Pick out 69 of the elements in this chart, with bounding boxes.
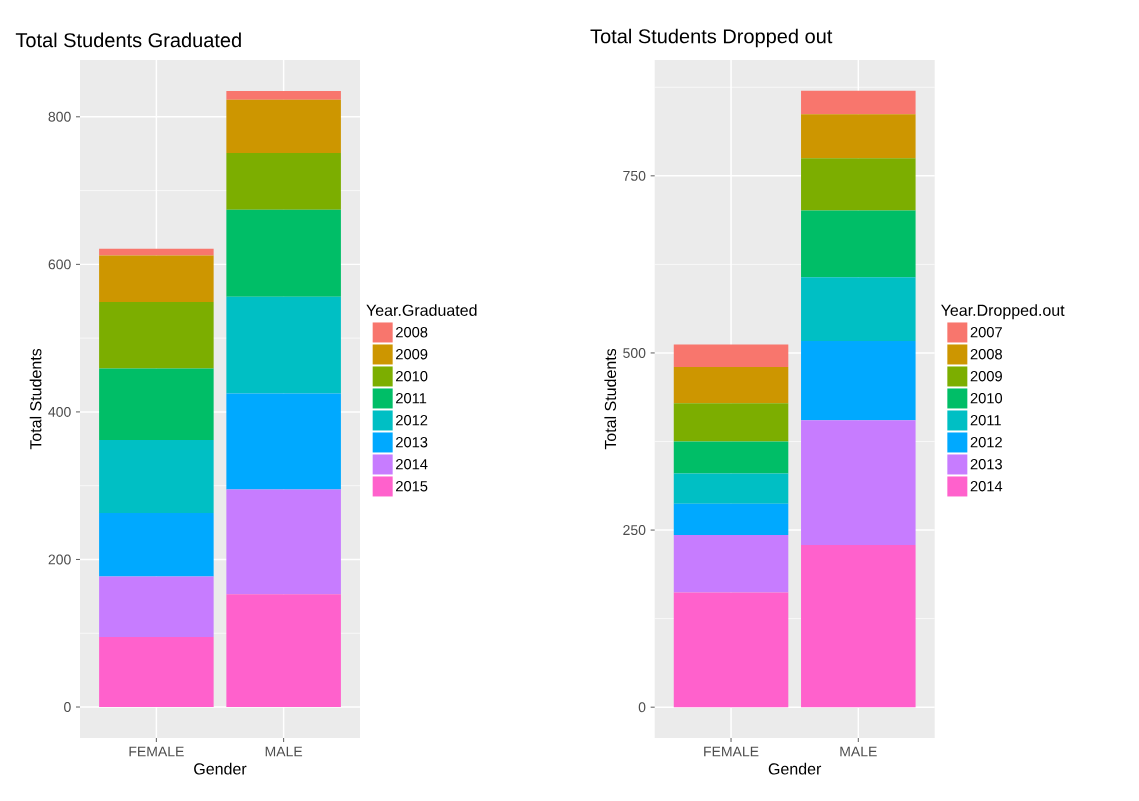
legend-label: 2014 xyxy=(396,459,428,470)
y-tick-label: 250 xyxy=(623,525,646,536)
y-tick-label: 750 xyxy=(623,170,646,181)
bar xyxy=(226,99,341,153)
legend-title: Year.Dropped.out xyxy=(941,304,1065,320)
y-tick-label: 500 xyxy=(623,348,646,358)
bar xyxy=(801,544,916,708)
bar xyxy=(801,420,916,545)
bar xyxy=(673,441,789,474)
legend-label: 2013 xyxy=(970,459,1002,470)
legend-label: 2007 xyxy=(970,327,1002,338)
y-tick-label: 0 xyxy=(638,702,646,713)
bar xyxy=(226,90,341,100)
x-tick-label: FEMALE xyxy=(704,746,759,757)
bar xyxy=(801,210,916,278)
legend-label: 2011 xyxy=(970,415,1001,426)
x-tick-label: FEMALE xyxy=(129,746,184,757)
y-axis-title: Total Students xyxy=(29,348,42,450)
bar xyxy=(99,636,214,708)
bar xyxy=(673,592,789,708)
bar xyxy=(226,393,341,490)
bar xyxy=(99,301,214,369)
bar xyxy=(226,296,341,394)
bar xyxy=(673,367,789,404)
x-axis-title: Gender xyxy=(768,762,822,775)
y-tick-label: 400 xyxy=(48,406,71,417)
legend-label: 2009 xyxy=(970,371,1002,382)
bar xyxy=(99,248,214,256)
legend-label: 2014 xyxy=(970,481,1003,492)
y-tick-label: 200 xyxy=(48,554,71,565)
bar xyxy=(673,535,789,593)
x-axis-title: Gender xyxy=(194,762,247,775)
bar xyxy=(801,90,916,115)
x-tick-label: MALE xyxy=(840,746,877,757)
legend-label: 2011 xyxy=(396,393,427,404)
bar xyxy=(99,512,214,577)
bar xyxy=(226,209,341,297)
bar xyxy=(673,403,789,442)
legend-label: 2012 xyxy=(970,437,1002,448)
bar xyxy=(801,277,916,341)
legend-label: 2013 xyxy=(396,437,428,448)
bar xyxy=(801,114,916,159)
bar xyxy=(226,489,341,595)
bar xyxy=(673,344,789,368)
y-tick-label: 600 xyxy=(48,259,71,270)
legend-label: 2012 xyxy=(396,415,428,426)
bar xyxy=(226,594,341,708)
bar xyxy=(801,340,916,421)
legend-label: 2008 xyxy=(970,349,1002,360)
legend-label: 2015 xyxy=(396,481,428,492)
bar xyxy=(673,503,789,536)
bar xyxy=(226,152,341,210)
bar xyxy=(801,158,916,211)
chart-title: Total Students Graduated xyxy=(15,32,241,48)
legend-label: 2010 xyxy=(970,393,1003,404)
y-axis-title: Total Students xyxy=(604,348,617,450)
bar xyxy=(99,255,214,302)
bar xyxy=(99,368,214,440)
legend-title: Year.Graduated xyxy=(366,304,477,316)
legend-label: 2010 xyxy=(396,371,428,382)
bar xyxy=(99,576,214,637)
y-tick-label: 0 xyxy=(64,702,71,712)
bar xyxy=(673,473,789,504)
y-tick-label: 800 xyxy=(48,111,71,122)
legend-label: 2009 xyxy=(396,349,428,360)
bar xyxy=(99,439,214,513)
legend-label: 2008 xyxy=(396,327,428,338)
chart-title: Total Students Dropped out xyxy=(590,28,833,48)
x-tick-label: MALE xyxy=(265,746,303,757)
